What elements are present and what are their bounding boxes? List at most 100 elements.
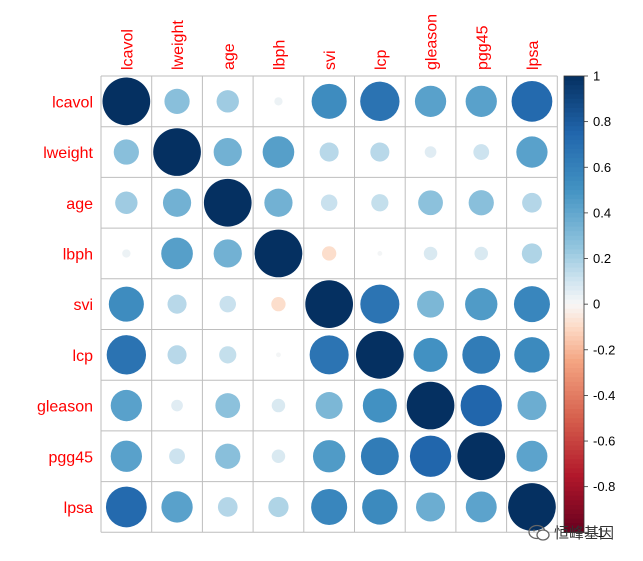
colorbar-segment	[564, 422, 584, 428]
colorbar-segment	[564, 317, 584, 323]
corr-circle-lcavol-lweight	[164, 88, 190, 114]
colorbar-segment	[564, 126, 584, 132]
colorbar-segment	[564, 441, 584, 447]
colorbar-segment	[564, 386, 584, 392]
corr-circle-age-svi	[320, 194, 338, 212]
corr-circle-lpsa-lpsa	[508, 483, 556, 531]
colorbar-segment	[564, 208, 584, 214]
colorbar-segment	[564, 80, 584, 86]
corr-circle-lcp-lcavol	[106, 335, 147, 375]
colorbar-segment	[564, 112, 584, 118]
corr-circle-svi-lcavol	[108, 286, 144, 322]
corr-circle-lbph-lcavol	[122, 249, 131, 258]
column-label-svi: svi	[322, 50, 339, 70]
colorbar-segment	[564, 121, 584, 127]
corr-circle-lcp-lcp	[356, 331, 404, 379]
colorbar-segment	[564, 336, 584, 342]
row-label-lweight: lweight	[43, 145, 93, 162]
corr-circle-lpsa-gleason	[416, 492, 446, 522]
colorbar-segment	[564, 212, 584, 219]
colorbar-tick-label: -0.4	[593, 388, 615, 403]
corr-circle-pgg45-lweight	[169, 448, 185, 465]
corr-circle-lbph-svi	[321, 246, 337, 261]
colorbar-segment	[564, 299, 584, 305]
corr-circle-lcp-lweight	[167, 345, 187, 365]
corr-circle-pgg45-age	[215, 443, 241, 469]
corr-circle-lbph-lpsa	[521, 243, 543, 264]
corr-circle-lweight-lcavol	[113, 139, 139, 165]
colorbar-segment	[564, 482, 584, 488]
colorbar-segment	[564, 491, 584, 497]
colorbar-segment	[564, 459, 584, 465]
colorbar-tick-label: -0.8	[593, 479, 615, 494]
colorbar-segment	[564, 381, 584, 387]
corr-circle-lbph-pgg45	[474, 246, 488, 261]
corr-circle-lcavol-pgg45	[465, 85, 497, 117]
column-label-lcp: lcp	[373, 49, 390, 70]
corr-circle-lcp-lbph	[276, 352, 281, 358]
colorbar-segment	[564, 450, 584, 456]
colorbar-segment	[564, 149, 584, 155]
row-label-gleason: gleason	[37, 399, 93, 416]
corr-circle-age-lcp	[371, 194, 389, 212]
corr-circle-gleason-lbph	[271, 398, 286, 413]
colorbar-segment	[564, 509, 584, 515]
corr-circle-lcp-age	[219, 346, 237, 364]
corr-circle-age-gleason	[418, 190, 443, 216]
colorbar-segment	[564, 477, 584, 483]
corr-circle-gleason-lcp	[362, 388, 397, 423]
colorbar-tick-label: 1	[593, 69, 600, 84]
colorbar-segment	[564, 253, 584, 260]
colorbar-tick-label: 0	[593, 297, 600, 312]
column-label-lcavol: lcavol	[119, 29, 136, 70]
corr-circle-gleason-svi	[315, 392, 343, 420]
column-label-gleason: gleason	[424, 14, 441, 70]
row-label-lbph: lbph	[63, 246, 93, 263]
corr-circle-svi-age	[219, 295, 237, 313]
colorbar-segment	[564, 231, 584, 237]
colorbar-segment	[564, 240, 584, 246]
colorbar-segment	[564, 135, 584, 141]
colorbar-segment	[564, 326, 584, 333]
corr-circle-lcavol-svi	[311, 83, 347, 119]
colorbar-segment	[564, 171, 584, 177]
corr-circle-lcp-pgg45	[462, 335, 501, 374]
colorbar-segment	[564, 413, 584, 419]
colorbar-segment	[564, 235, 584, 241]
colorbar-segment	[564, 436, 584, 442]
colorbar-segment	[564, 363, 584, 369]
colorbar-segment	[564, 500, 584, 506]
corr-circle-lweight-svi	[319, 142, 339, 162]
watermark-text: 恒峰基因	[554, 524, 615, 542]
corr-circle-lcavol-lbph	[274, 97, 283, 106]
colorbar-segment	[564, 431, 584, 438]
colorbar-segment	[564, 404, 584, 410]
corr-circle-age-pgg45	[468, 190, 494, 216]
column-label-age: age	[221, 43, 238, 70]
corr-circle-lpsa-lcp	[362, 489, 398, 525]
row-label-lcavol: lcavol	[52, 94, 93, 111]
corr-circle-lbph-lbph	[254, 229, 303, 278]
colorbar-segment	[564, 94, 584, 100]
colorbar-segment	[564, 185, 584, 191]
row-label-age: age	[66, 196, 93, 213]
colorbar-segment	[564, 103, 584, 109]
colorbar-segment	[564, 527, 584, 533]
row-label-svi: svi	[73, 297, 93, 314]
colorbar-segment	[564, 504, 584, 511]
colorbar-segment	[564, 523, 584, 529]
colorbar-segment	[564, 85, 584, 91]
corr-circle-lweight-lcp	[370, 142, 390, 162]
colorbar-segment	[564, 217, 584, 223]
colorbar-segment	[564, 295, 584, 301]
colorbar-segment	[564, 199, 584, 205]
corr-circle-gleason-lweight	[171, 399, 183, 412]
corr-circle-lpsa-age	[217, 497, 238, 517]
colorbar-segment	[564, 281, 584, 287]
colorbar-segment	[564, 390, 584, 397]
colorbar-tick-label: -1	[593, 525, 605, 540]
corr-circle-lweight-pgg45	[473, 144, 490, 160]
colorbar-segment	[564, 194, 584, 200]
corr-circle-lcavol-lpsa	[511, 80, 553, 122]
